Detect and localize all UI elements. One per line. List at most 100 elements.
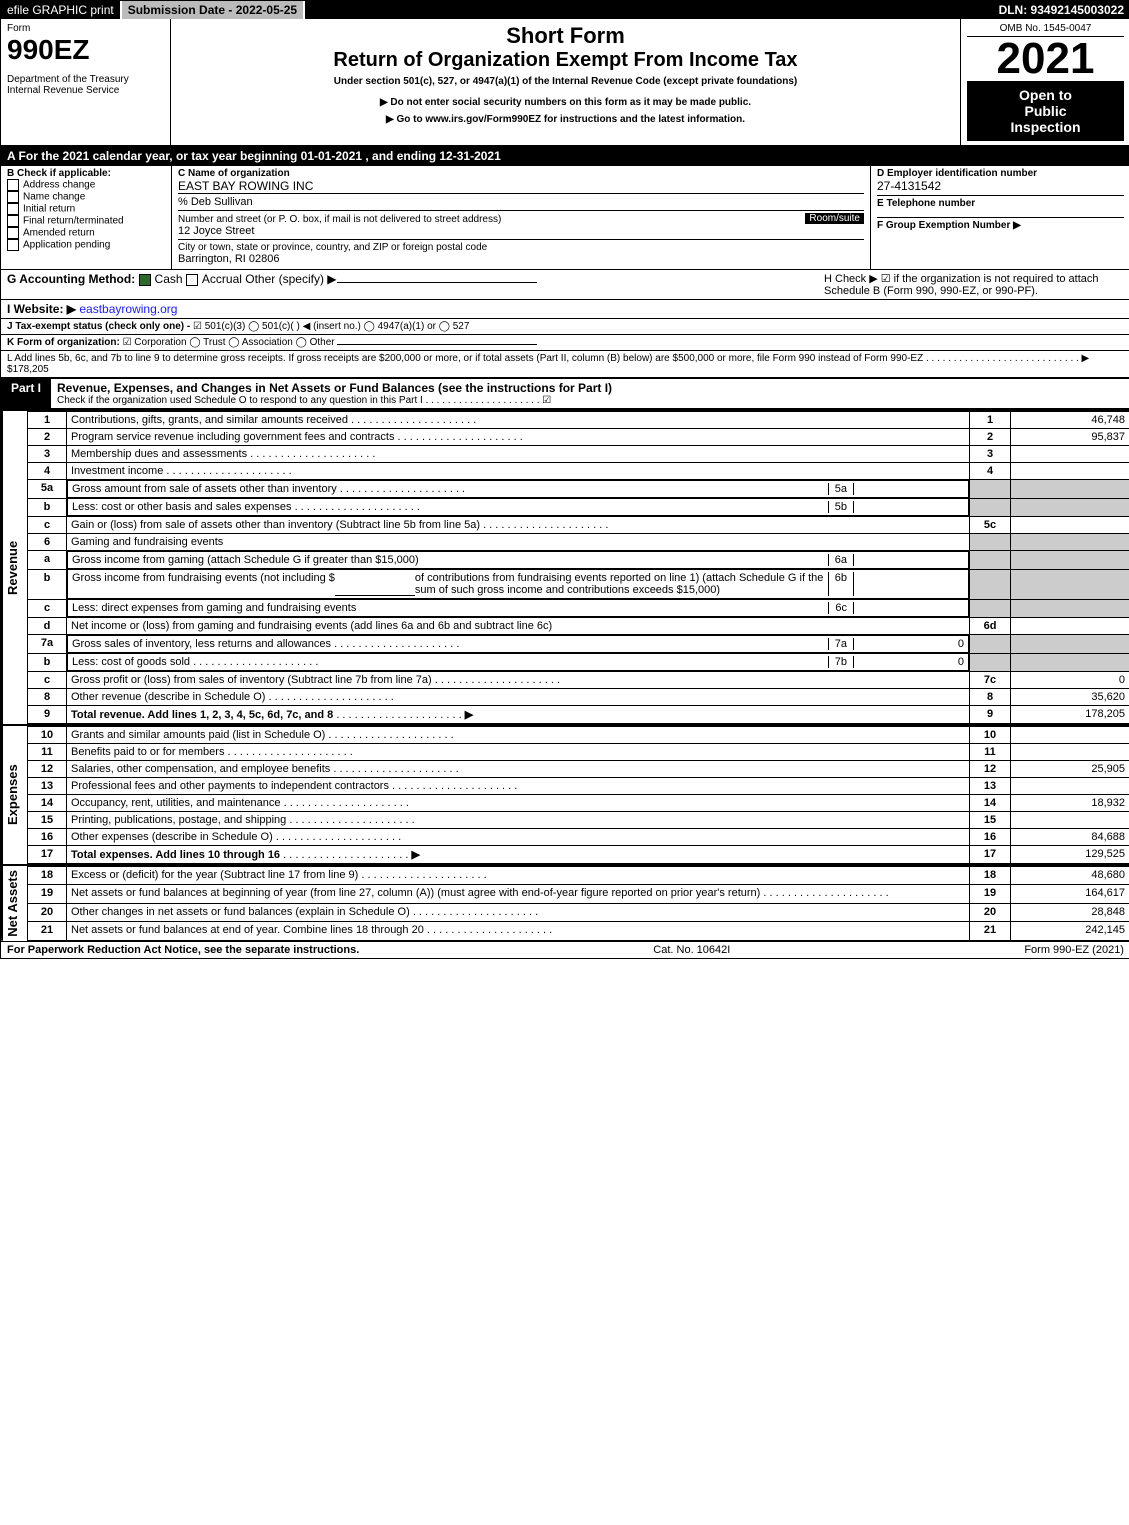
- box-g: G Accounting Method: Cash Accrual Other …: [7, 272, 537, 297]
- table-row: bLess: cost of goods sold7b0: [28, 653, 1129, 672]
- part-1-check: Check if the organization used Schedule …: [57, 395, 1124, 406]
- table-row: 18Excess or (deficit) for the year (Subt…: [28, 867, 1129, 885]
- table-row: 19Net assets or fund balances at beginni…: [28, 885, 1129, 903]
- table-row: 2Program service revenue including gover…: [28, 429, 1129, 446]
- box-c-label: C Name of organization: [178, 168, 864, 179]
- street-address: 12 Joyce Street: [178, 225, 864, 237]
- title-short: Short Form: [177, 23, 954, 49]
- form-word: Form: [7, 23, 164, 34]
- dept-line-1: Department of the Treasury: [7, 74, 164, 85]
- tax-year: 2021: [967, 37, 1124, 81]
- expenses-section: Expenses 10Grants and similar amounts pa…: [1, 724, 1129, 864]
- box-c: C Name of organization EAST BAY ROWING I…: [171, 166, 870, 269]
- room-label: Room/suite: [805, 213, 864, 224]
- tax-period-bar: A For the 2021 calendar year, or tax yea…: [1, 147, 1129, 165]
- ssn-warning: ▶ Do not enter social security numbers o…: [177, 97, 954, 108]
- dept-line-2: Internal Revenue Service: [7, 85, 164, 96]
- contrib-amount-input[interactable]: [335, 572, 415, 596]
- table-row: aGross income from gaming (attach Schedu…: [28, 551, 1129, 570]
- cb-final-return[interactable]: [7, 215, 19, 227]
- table-row: cGross profit or (loss) from sales of in…: [28, 672, 1129, 689]
- box-b-label: B Check if applicable:: [7, 168, 165, 179]
- org-other-input[interactable]: [337, 344, 537, 345]
- website-link[interactable]: eastbayrowing.org: [79, 302, 177, 316]
- top-bar: efile GRAPHIC print Submission Date - 20…: [1, 1, 1129, 19]
- efile-label: efile GRAPHIC print: [1, 1, 122, 19]
- form-page: efile GRAPHIC print Submission Date - 20…: [0, 0, 1129, 959]
- box-l: L Add lines 5b, 6c, and 7b to line 9 to …: [1, 350, 1129, 377]
- table-row: 21Net assets or fund balances at end of …: [28, 922, 1129, 940]
- submission-date: Submission Date - 2022-05-25: [122, 1, 305, 19]
- cb-amended-return[interactable]: [7, 227, 19, 239]
- accounting-other-input[interactable]: [337, 282, 537, 283]
- part-1-header: Part I Revenue, Expenses, and Changes in…: [1, 377, 1129, 409]
- table-row: 16Other expenses (describe in Schedule O…: [28, 829, 1129, 846]
- table-row: 20Other changes in net assets or fund ba…: [28, 903, 1129, 921]
- cb-name-change[interactable]: [7, 191, 19, 203]
- cb-accrual[interactable]: [186, 274, 198, 286]
- table-row: 13Professional fees and other payments t…: [28, 778, 1129, 795]
- footer-mid: Cat. No. 10642I: [653, 944, 730, 956]
- city-label: City or town, state or province, country…: [178, 242, 864, 253]
- box-k: K Form of organization: ☑ Corporation ◯ …: [1, 334, 1129, 350]
- expenses-table: 10Grants and similar amounts paid (list …: [27, 726, 1129, 864]
- box-d-label: D Employer identification number: [877, 168, 1124, 179]
- title-main: Return of Organization Exempt From Incom…: [177, 49, 954, 72]
- gross-receipts-amount: 178,205: [13, 364, 49, 375]
- net-assets-section: Net Assets 18Excess or (deficit) for the…: [1, 864, 1129, 941]
- form-number: 990EZ: [7, 34, 164, 66]
- table-row: 6Gaming and fundraising events: [28, 534, 1129, 551]
- revenue-section: Revenue 1Contributions, gifts, grants, a…: [1, 409, 1129, 724]
- header-block: Form 990EZ Department of the Treasury In…: [1, 19, 1129, 147]
- box-f: F Group Exemption Number ▶: [877, 217, 1124, 231]
- revenue-table: 1Contributions, gifts, grants, and simil…: [27, 411, 1129, 724]
- cb-address-change[interactable]: [7, 179, 19, 191]
- table-row: 9Total revenue. Add lines 1, 2, 3, 4, 5c…: [28, 706, 1129, 724]
- street-label: Number and street (or P. O. box, if mail…: [178, 214, 501, 225]
- footer-right: Form 990-EZ (2021): [1024, 944, 1124, 956]
- box-def: D Employer identification number 27-4131…: [870, 166, 1129, 269]
- dln-label: DLN: 93492145003022: [993, 1, 1129, 19]
- open-to-public-box: Open to Public Inspection: [967, 81, 1124, 141]
- cb-cash[interactable]: [139, 274, 151, 286]
- table-row: 10Grants and similar amounts paid (list …: [28, 727, 1129, 744]
- box-e-label: E Telephone number: [877, 195, 1124, 209]
- part-1-title: Revenue, Expenses, and Changes in Net As…: [57, 381, 1124, 395]
- expenses-vlabel: Expenses: [1, 726, 27, 864]
- ein: 27-4131542: [877, 179, 1124, 193]
- box-i: I Website: ▶ eastbayrowing.org: [1, 299, 1129, 318]
- table-row: bLess: cost or other basis and sales exp…: [28, 498, 1129, 517]
- box-h: H Check ▶ ☑ if the organization is not r…: [824, 272, 1124, 297]
- table-row: 4Investment income4: [28, 463, 1129, 480]
- table-row: cLess: direct expenses from gaming and f…: [28, 599, 1129, 618]
- city-state-zip: Barrington, RI 02806: [178, 253, 864, 265]
- org-name: EAST BAY ROWING INC: [178, 179, 864, 193]
- table-row: 1Contributions, gifts, grants, and simil…: [28, 412, 1129, 429]
- subtitle: Under section 501(c), 527, or 4947(a)(1)…: [177, 76, 954, 87]
- table-row: 15Printing, publications, postage, and s…: [28, 812, 1129, 829]
- net-assets-table: 18Excess or (deficit) for the year (Subt…: [27, 866, 1129, 941]
- table-row: 14Occupancy, rent, utilities, and mainte…: [28, 795, 1129, 812]
- table-row: dNet income or (loss) from gaming and fu…: [28, 618, 1129, 635]
- goto-link[interactable]: ▶ Go to www.irs.gov/Form990EZ for instru…: [177, 114, 954, 125]
- revenue-vlabel: Revenue: [1, 411, 27, 724]
- box-g-h: G Accounting Method: Cash Accrual Other …: [1, 269, 1129, 299]
- arrow-icon: ▶: [1013, 220, 1021, 231]
- part-1-label: Part I: [1, 379, 51, 408]
- table-row: bGross income from fundraising events (n…: [28, 569, 1129, 599]
- table-row: 3Membership dues and assessments3: [28, 446, 1129, 463]
- table-row: 12Salaries, other compensation, and empl…: [28, 761, 1129, 778]
- cb-initial-return[interactable]: [7, 203, 19, 215]
- table-row: 11Benefits paid to or for members11: [28, 744, 1129, 761]
- table-row: cGain or (loss) from sale of assets othe…: [28, 517, 1129, 534]
- cb-application-pending[interactable]: [7, 239, 19, 251]
- table-row: 7aGross sales of inventory, less returns…: [28, 635, 1129, 654]
- section-bcdef: B Check if applicable: Address change Na…: [1, 165, 1129, 269]
- page-footer: For Paperwork Reduction Act Notice, see …: [1, 941, 1129, 958]
- care-of: % Deb Sullivan: [178, 193, 864, 210]
- arrow-icon: ▶: [411, 849, 419, 861]
- table-row: 5aGross amount from sale of assets other…: [28, 480, 1129, 499]
- box-b: B Check if applicable: Address change Na…: [1, 166, 171, 269]
- box-j: J Tax-exempt status (check only one) - ☑…: [1, 318, 1129, 334]
- arrow-icon: ▶: [465, 709, 473, 721]
